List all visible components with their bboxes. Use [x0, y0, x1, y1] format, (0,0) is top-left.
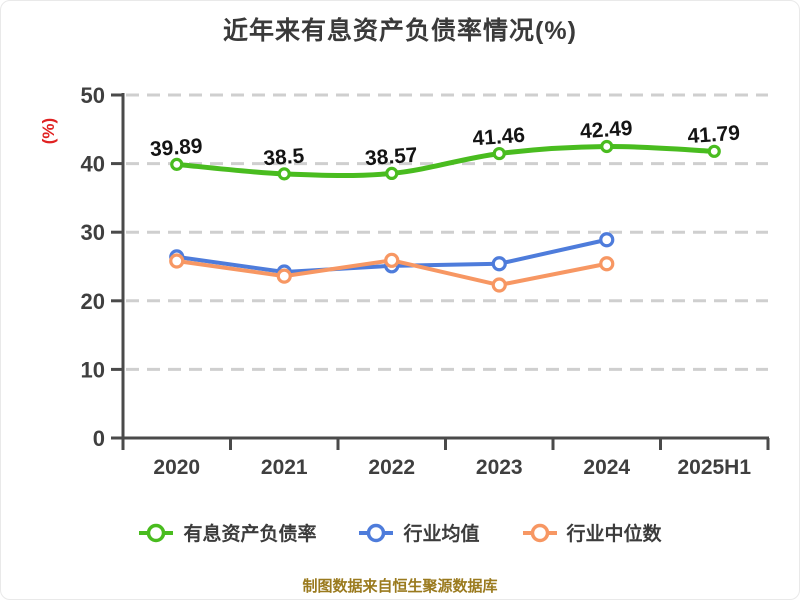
x-tick-label: 2024 [583, 456, 630, 479]
data-source-note: 制图数据来自恒生聚源数据库 [302, 578, 498, 595]
series-line-0 [174, 144, 717, 179]
x-tick-label: 2020 [153, 456, 200, 479]
data-point-series-0 [492, 146, 506, 161]
data-label: 41.79 [687, 122, 741, 149]
legend-item-interest-bearing-ratio[interactable]: 有息资产负债率 [138, 519, 316, 546]
legend-line-marker-icon [359, 523, 394, 542]
y-tick-label: 0 [93, 426, 105, 451]
legend-line-marker-icon [139, 523, 174, 542]
data-point-series-2 [276, 268, 292, 284]
x-tick-label: 2025H1 [677, 456, 751, 479]
data-label: 41.46 [472, 124, 526, 151]
y-tick-label: 20 [81, 289, 105, 314]
legend-line-marker-icon [522, 523, 557, 542]
data-point-series-0 [277, 167, 291, 181]
y-tick-label: 50 [81, 83, 105, 108]
data-point-series-0 [600, 139, 614, 154]
chart-title: 近年来有息资产负债率情况(%) [223, 17, 577, 45]
y-tick-label: 40 [81, 152, 105, 177]
data-point-series-2 [169, 253, 185, 269]
legend-item-industry-median[interactable]: 行业中位数 [522, 519, 662, 546]
legend-item-industry-mean[interactable]: 行业均值 [358, 519, 480, 546]
data-label: 39.89 [149, 135, 203, 162]
data-point-series-1 [491, 256, 507, 272]
legend-item-label: 行业中位数 [566, 524, 662, 545]
legend-item-label: 行业均值 [403, 524, 480, 545]
chart-plot-area: 0 10 20 30 40 50 2020 2021 2022 2023 2024 2025H1 39.… [81, 83, 770, 479]
data-label: 42.49 [579, 117, 633, 144]
data-point-series-2 [384, 252, 400, 268]
data-point-series-0 [707, 144, 721, 158]
legend-item-label: 有息资产负债率 [183, 524, 317, 545]
y-tick-label: 10 [81, 357, 105, 382]
data-point-series-2 [491, 277, 507, 293]
y-tick-label: 30 [81, 220, 105, 245]
x-tick-label: 2022 [368, 456, 415, 479]
data-point-series-0 [170, 157, 184, 171]
data-point-series-1 [599, 232, 615, 248]
data-point-series-2 [599, 256, 615, 272]
x-tick-label: 2023 [476, 456, 523, 479]
x-tick-label: 2021 [261, 456, 308, 479]
legend: 有息资产负债率 行业均值 行业中位数 [1, 519, 799, 546]
data-point-series-0 [385, 166, 399, 181]
data-label: 38.5 [263, 144, 306, 170]
data-label: 38.57 [364, 144, 418, 171]
